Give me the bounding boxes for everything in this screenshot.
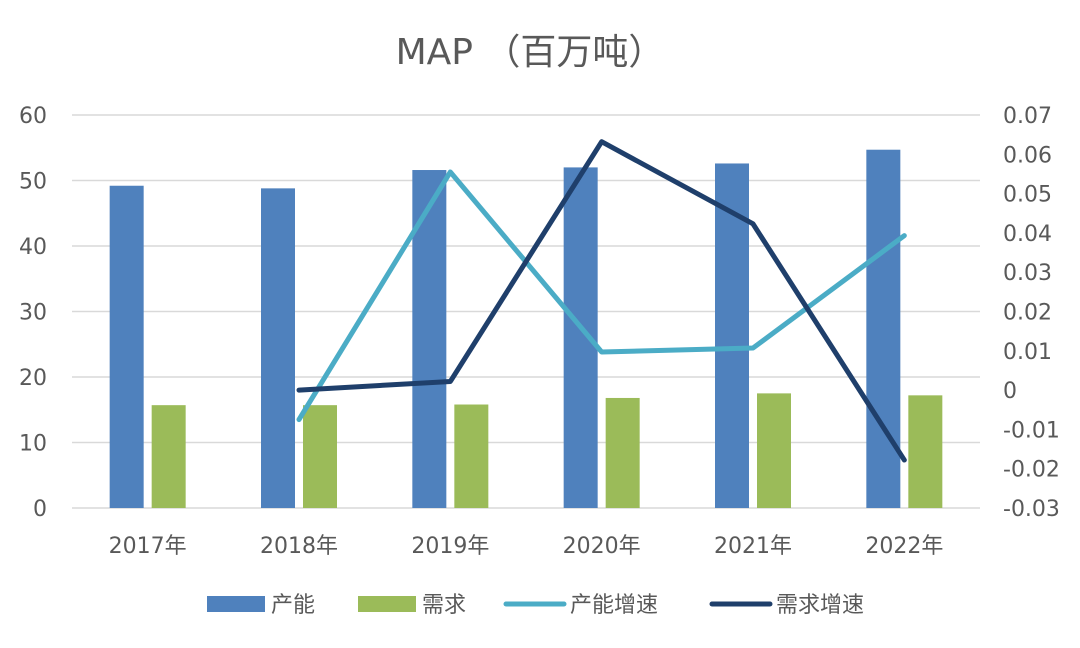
- right-tick-label: 0.04: [1003, 222, 1052, 247]
- chart-title: MAP （百万吨）: [396, 32, 665, 73]
- right-axis-ticks: -0.03 -0.02 -0.01 0 0.01 0.02 0.03 0.04 0.05 0.06…: [1003, 104, 1060, 522]
- category-label: 2017年: [109, 534, 187, 559]
- right-tick-label: 0.01: [1003, 340, 1052, 365]
- category-labels: 2017年 2018年 2019年 2020年 2021年 2022年: [109, 534, 944, 559]
- bar-demand: [303, 405, 337, 508]
- right-tick-label: 0.06: [1003, 143, 1052, 168]
- left-tick-label: 10: [19, 432, 47, 457]
- right-tick-label: -0.02: [1003, 458, 1060, 483]
- line-series-demand-growth: [296, 139, 907, 463]
- legend: 产能 需求 产能增速 需求增速: [207, 593, 864, 618]
- bar-capacity: [261, 188, 295, 509]
- bars: [109, 149, 943, 509]
- category-label: 2021年: [714, 534, 792, 559]
- bar-demand: [757, 393, 791, 508]
- right-tick-label: -0.01: [1003, 418, 1060, 443]
- left-tick-label: 40: [19, 235, 47, 260]
- bar-capacity: [109, 185, 144, 509]
- left-tick-label: 0: [33, 497, 47, 522]
- gridlines: [72, 114, 980, 509]
- category-label: 2018年: [260, 534, 338, 559]
- bar-demand: [605, 397, 640, 508]
- category-label: 2022年: [865, 534, 943, 559]
- lines: [296, 139, 907, 463]
- bar-capacity: [412, 170, 447, 508]
- legend-label: 需求: [422, 593, 466, 618]
- category-label: 2019年: [411, 534, 489, 559]
- right-tick-label: 0: [1003, 379, 1017, 404]
- line-series-capacity-growth: [296, 169, 907, 423]
- left-tick-label: 60: [19, 104, 47, 129]
- legend-label: 产能: [271, 593, 315, 618]
- left-tick-label: 30: [19, 301, 47, 326]
- bar-demand: [908, 395, 943, 508]
- legend-swatch: [358, 596, 416, 612]
- legend-swatch: [207, 596, 265, 612]
- bar-capacity: [866, 149, 901, 508]
- right-tick-label: -0.03: [1003, 497, 1060, 522]
- left-tick-label: 20: [19, 366, 47, 391]
- right-tick-label: 0.07: [1003, 104, 1052, 129]
- legend-label: 需求增速: [776, 593, 864, 618]
- left-tick-label: 50: [19, 170, 47, 195]
- right-tick-label: 0.03: [1003, 261, 1052, 286]
- category-label: 2020年: [563, 534, 641, 559]
- bar-demand: [151, 405, 186, 508]
- left-axis-ticks: 0 10 20 30 40 50 60: [19, 104, 47, 522]
- bar-demand: [454, 404, 489, 508]
- legend-label: 产能增速: [570, 593, 658, 618]
- right-tick-label: 0.02: [1003, 301, 1052, 326]
- right-tick-label: 0.05: [1003, 183, 1052, 208]
